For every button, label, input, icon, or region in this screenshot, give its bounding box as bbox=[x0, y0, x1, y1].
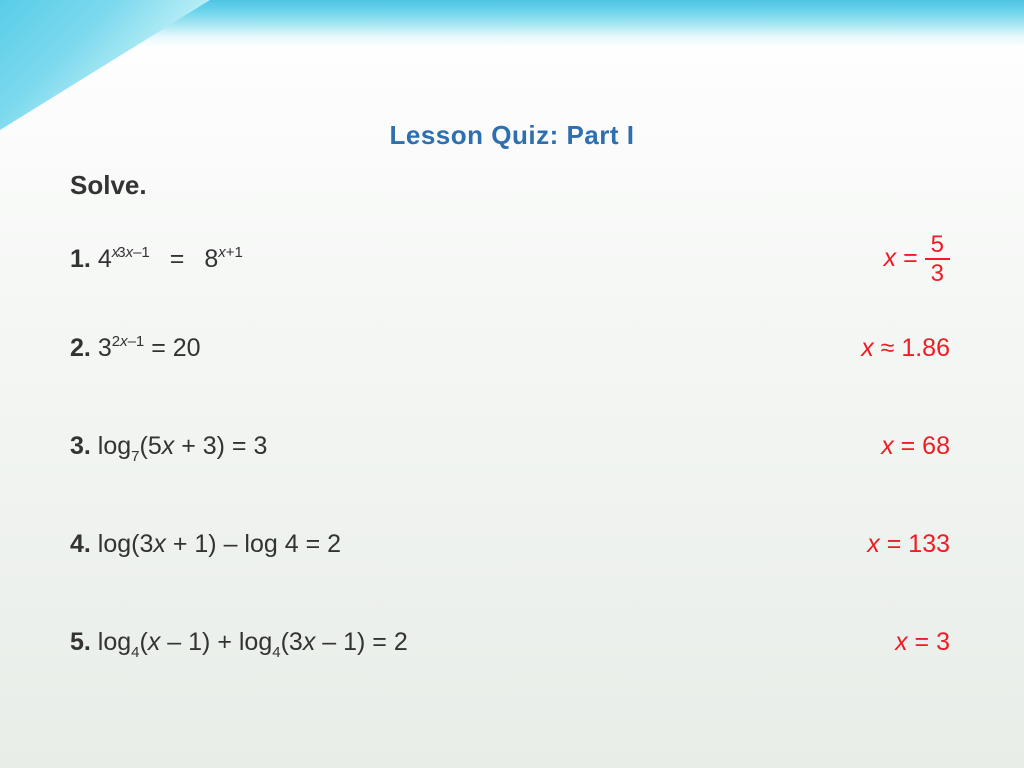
answer-2: x ≈ 1.86 bbox=[861, 334, 950, 363]
quiz-row: 5. log4(x – 1) + log4(3x – 1) = 2 x = 3 bbox=[70, 628, 950, 657]
question-5: 5. log4(x – 1) + log4(3x – 1) = 2 bbox=[70, 628, 408, 657]
question-3: 3. log7(5x + 3) = 3 bbox=[70, 432, 267, 461]
quiz-row: 2. 32x–1 = 20 x ≈ 1.86 bbox=[70, 334, 950, 363]
fraction: 53 bbox=[925, 232, 950, 286]
quiz-row: 4. log(3x + 1) – log 4 = 2 x = 133 bbox=[70, 530, 950, 559]
quiz-row: 3. log7(5x + 3) = 3 x = 68 bbox=[70, 432, 950, 461]
answer-3: x = 68 bbox=[881, 432, 950, 461]
slide-title: Lesson Quiz: Part I bbox=[0, 120, 1024, 151]
quiz-row: 1. 4x3x–1=8x+1 x = 53 bbox=[70, 232, 950, 286]
question-4: 4. log(3x + 1) – log 4 = 2 bbox=[70, 530, 341, 559]
answer-5: x = 3 bbox=[895, 628, 950, 657]
question-1: 1. 4x3x–1=8x+1 bbox=[70, 245, 243, 274]
question-2: 2. 32x–1 = 20 bbox=[70, 334, 201, 363]
corner-accent bbox=[0, 0, 210, 130]
answer-1: x = 53 bbox=[884, 232, 950, 286]
answer-4: x = 133 bbox=[867, 530, 950, 559]
solve-heading: Solve. bbox=[70, 170, 147, 201]
slide-background: Lesson Quiz: Part I Solve. 1. 4x3x–1=8x+… bbox=[0, 0, 1024, 768]
